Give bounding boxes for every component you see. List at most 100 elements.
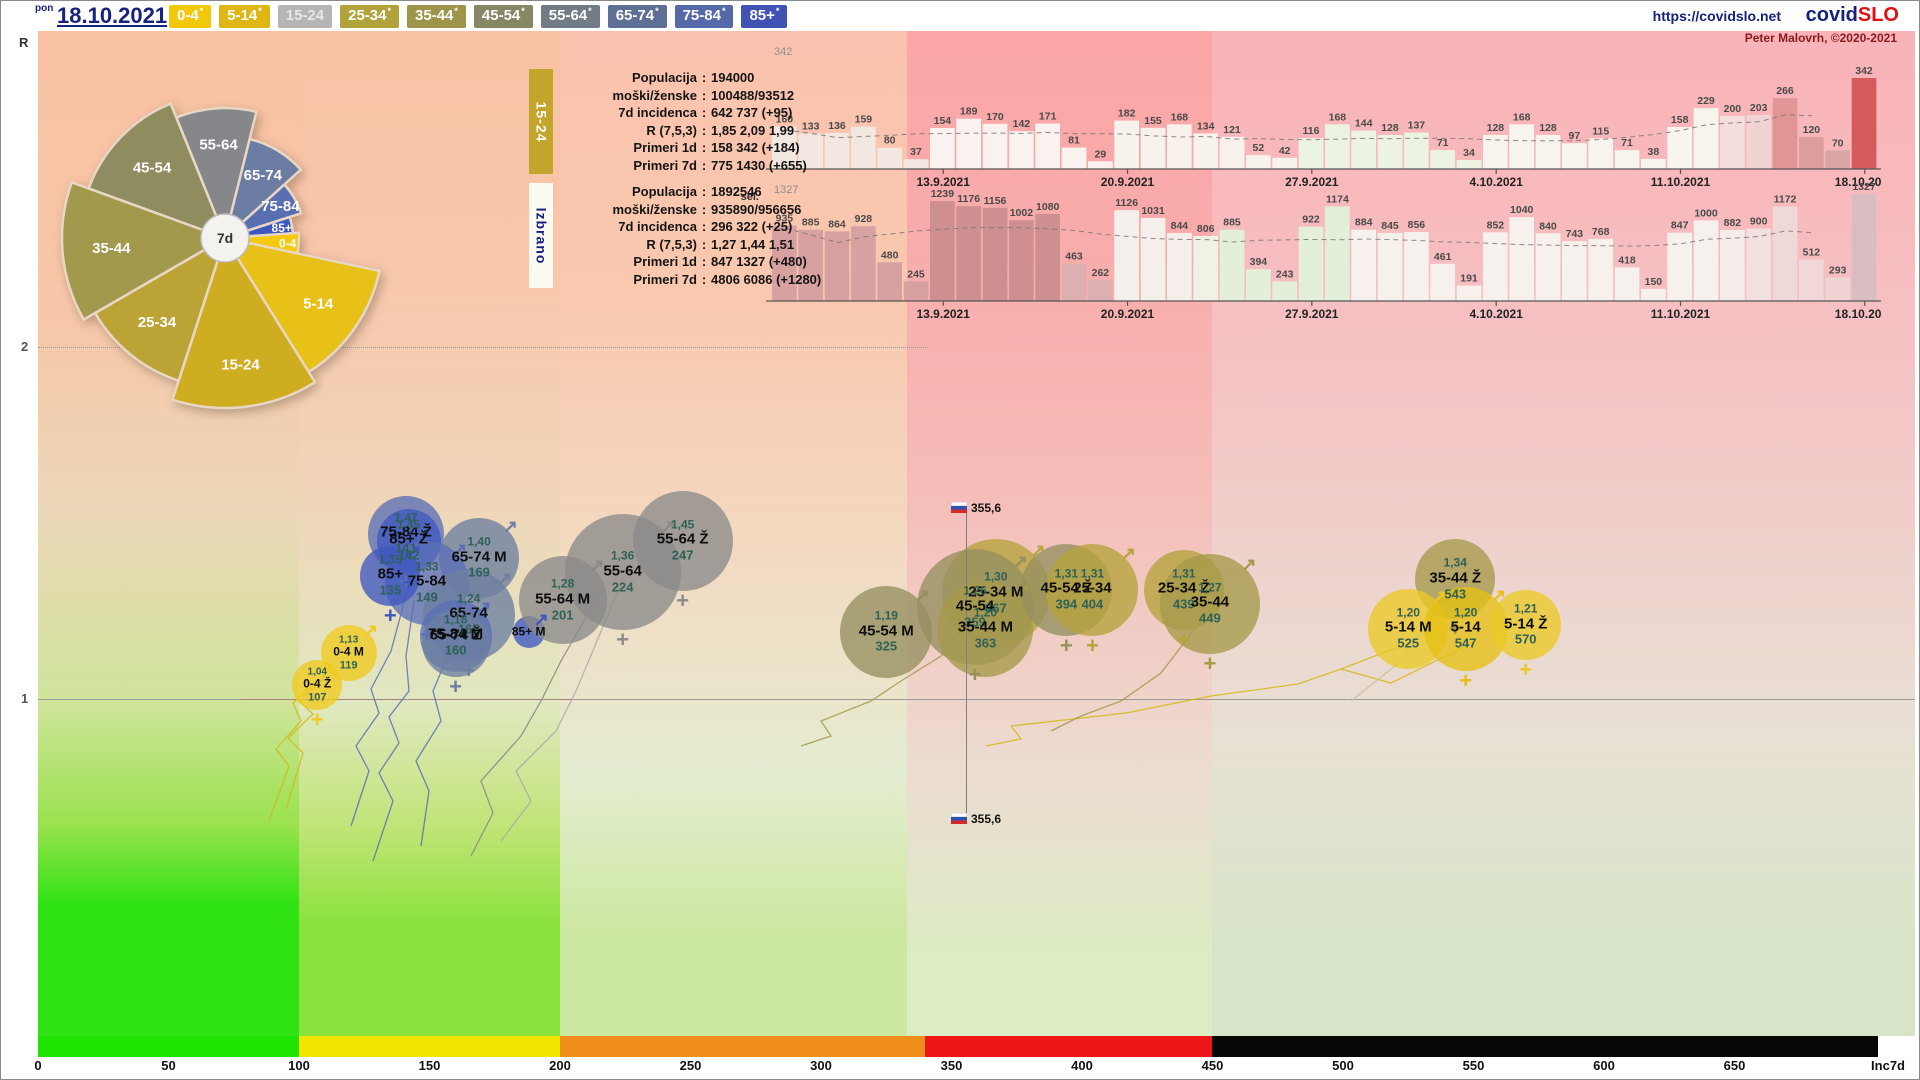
bar[interactable]	[1456, 160, 1482, 169]
panel-tag[interactable]: Izbrano	[529, 183, 553, 288]
bar[interactable]	[1720, 229, 1745, 301]
bar[interactable]	[1799, 259, 1824, 301]
bar[interactable]	[1667, 232, 1692, 301]
bar[interactable]	[772, 225, 797, 301]
bar[interactable]	[1193, 133, 1218, 169]
bar[interactable]	[1746, 228, 1771, 302]
bar[interactable]	[1167, 233, 1192, 301]
bar[interactable]	[1167, 124, 1192, 169]
bar[interactable]	[1404, 232, 1429, 301]
bar[interactable]	[1588, 239, 1613, 301]
fan-wedge-35-44[interactable]	[60, 180, 228, 322]
bubble-85[interactable]	[360, 545, 421, 606]
bar[interactable]	[1825, 150, 1850, 169]
bar[interactable]	[1272, 157, 1297, 169]
bar[interactable]	[824, 231, 850, 301]
bar[interactable]	[1298, 138, 1324, 169]
bar[interactable]	[1272, 281, 1297, 301]
bar[interactable]	[1114, 120, 1139, 169]
bar[interactable]	[956, 206, 981, 301]
bar[interactable]	[1088, 279, 1113, 301]
bar[interactable]	[1562, 241, 1587, 301]
bar[interactable]	[1693, 220, 1719, 301]
bar[interactable]	[1693, 108, 1719, 169]
bar[interactable]	[772, 126, 797, 169]
bubble-0-4ž[interactable]	[292, 659, 343, 710]
bar[interactable]	[824, 132, 850, 169]
bar[interactable]	[1641, 158, 1666, 169]
bar[interactable]	[982, 123, 1008, 169]
age-button-15-24[interactable]: 15-24	[277, 5, 333, 28]
bar[interactable]	[1614, 150, 1640, 169]
bar[interactable]	[877, 262, 902, 301]
bubble-65-74ž[interactable]	[421, 608, 490, 677]
bar[interactable]	[1825, 277, 1850, 301]
bar[interactable]	[1535, 135, 1561, 169]
bar[interactable]	[1667, 127, 1692, 169]
bar[interactable]	[1799, 137, 1824, 169]
bar[interactable]	[851, 126, 876, 169]
age-button-85[interactable]: 85+ *	[741, 5, 788, 28]
age-button-45-54[interactable]: 45-54 *	[473, 5, 533, 28]
bar[interactable]	[930, 201, 955, 301]
bar[interactable]	[930, 128, 955, 169]
fan-wedge-25-34[interactable]	[93, 235, 228, 383]
bar[interactable]	[1430, 263, 1455, 301]
bubble-35-44[interactable]	[1159, 553, 1260, 654]
bubble-55-64ž[interactable]	[632, 490, 733, 591]
bar[interactable]	[1430, 150, 1455, 169]
current-date[interactable]: 18.10.2021	[57, 3, 168, 28]
bar[interactable]	[982, 207, 1008, 301]
age-button-5-14[interactable]: 5-14 *	[219, 5, 270, 28]
bar[interactable]	[1377, 232, 1403, 301]
bar[interactable]	[1351, 229, 1376, 301]
bar[interactable]	[1298, 226, 1324, 301]
bar[interactable]	[1483, 135, 1508, 169]
bubble-35-44m[interactable]	[937, 580, 1034, 677]
bar[interactable]	[1509, 217, 1534, 301]
bar[interactable]	[1720, 115, 1745, 169]
bar[interactable]	[798, 229, 823, 301]
fan-wedge-45-54[interactable]	[87, 101, 228, 241]
bubble-45-54m[interactable]	[840, 586, 933, 679]
fan-wedge-5-14[interactable]	[222, 236, 381, 374]
bar[interactable]	[1535, 233, 1561, 301]
bar[interactable]	[1851, 78, 1877, 169]
bar[interactable]	[1219, 136, 1245, 169]
bar[interactable]	[1614, 267, 1640, 301]
bar[interactable]	[1193, 236, 1218, 301]
bar[interactable]	[1325, 206, 1350, 301]
bar[interactable]	[798, 133, 823, 169]
bar[interactable]	[1114, 210, 1139, 301]
bar[interactable]	[1851, 194, 1877, 301]
age-button-25-34[interactable]: 25-34 *	[340, 5, 400, 28]
bar[interactable]	[1325, 124, 1350, 169]
fan-chart-7d[interactable]: 55-64 65-74 75-84 85+ 0-4 5-14 15-24 25-34 35-44…	[21, 41, 441, 466]
bar[interactable]	[877, 147, 902, 169]
bar[interactable]	[1246, 155, 1271, 169]
bar[interactable]	[1377, 135, 1403, 169]
bar[interactable]	[1641, 288, 1666, 301]
bar[interactable]	[1035, 214, 1060, 301]
bar[interactable]	[1009, 131, 1034, 169]
age-button-75-84[interactable]: 75-84 *	[674, 5, 734, 28]
bar[interactable]	[1562, 143, 1587, 169]
fan-center[interactable]	[200, 213, 250, 263]
bar[interactable]	[1351, 130, 1376, 169]
bubble-5-14ž[interactable]	[1490, 590, 1561, 661]
fan-wedge-55-64[interactable]	[174, 106, 258, 243]
bar[interactable]	[1246, 269, 1271, 301]
bar[interactable]	[1456, 285, 1482, 301]
bar[interactable]	[1009, 220, 1034, 301]
bar[interactable]	[1061, 263, 1087, 301]
bar[interactable]	[1772, 98, 1798, 169]
bar[interactable]	[1772, 206, 1798, 302]
bar[interactable]	[1588, 138, 1613, 169]
age-button-65-74[interactable]: 65-74 *	[607, 5, 667, 28]
bar[interactable]	[1061, 147, 1087, 170]
bar[interactable]	[1509, 124, 1534, 169]
bar[interactable]	[1035, 123, 1060, 170]
bar[interactable]	[1140, 217, 1166, 301]
panel-tag[interactable]: 15-24	[529, 69, 553, 174]
bar[interactable]	[903, 281, 929, 301]
